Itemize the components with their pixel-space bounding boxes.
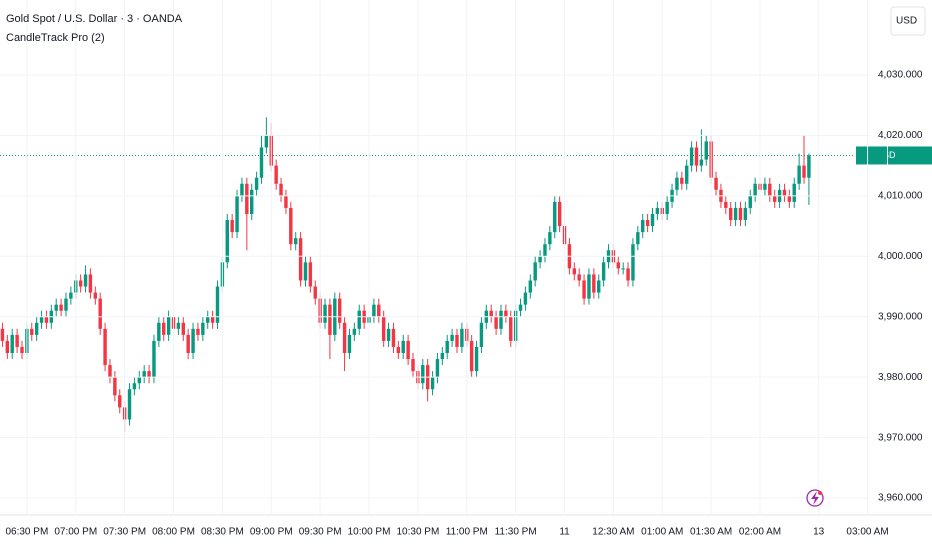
lightning-icon[interactable]: [806, 489, 824, 507]
x-tick-label: 06:30 PM: [5, 527, 48, 538]
price-tag: [888, 146, 932, 165]
x-tick-label: 13: [813, 527, 825, 538]
x-tick-label: 11:30 PM: [495, 527, 537, 538]
currency-label: USD: [896, 16, 917, 27]
y-tick-label: 3,990.000: [878, 311, 923, 322]
x-tick-label: 11: [559, 527, 570, 538]
x-tick-label: 12:30 AM: [592, 527, 634, 538]
x-tick-label: 07:30 PM: [103, 527, 146, 538]
symbol-title: Gold Spot / U.S. Dollar · 3 · OANDA: [6, 13, 183, 25]
y-tick-label: 4,000.000: [878, 251, 923, 262]
indicator-name: CandleTrack Pro (2): [6, 32, 105, 44]
x-tick-label: 09:30 PM: [299, 527, 342, 538]
y-tick-label: 4,020.000: [878, 130, 923, 141]
x-tick-label: 09:00 PM: [250, 527, 293, 538]
x-tick-label: 08:00 PM: [152, 527, 195, 538]
y-tick-label: 4,030.000: [878, 70, 923, 81]
currency-button[interactable]: [890, 6, 926, 36]
y-tick-label: 3,980.000: [878, 372, 923, 383]
x-tick-label: 01:30 AM: [690, 527, 732, 538]
x-tick-label: 03:00 AM: [846, 527, 888, 538]
y-tick-label: 4,010.000: [878, 190, 923, 201]
x-tick-label: 10:30 PM: [396, 527, 439, 538]
x-tick-label: 01:00 AM: [641, 527, 683, 538]
symbol-tag: [856, 146, 887, 165]
x-tick-label: 08:30 PM: [201, 527, 244, 538]
y-tick-label: 3,970.000: [878, 432, 923, 443]
x-tick-label: 02:00 AM: [739, 527, 781, 538]
x-tick-label: 11:00 PM: [446, 527, 488, 538]
x-tick-label: 10:00 PM: [348, 527, 391, 538]
x-tick-label: 07:00 PM: [54, 527, 97, 538]
y-tick-label: 3,960.000: [878, 493, 923, 504]
